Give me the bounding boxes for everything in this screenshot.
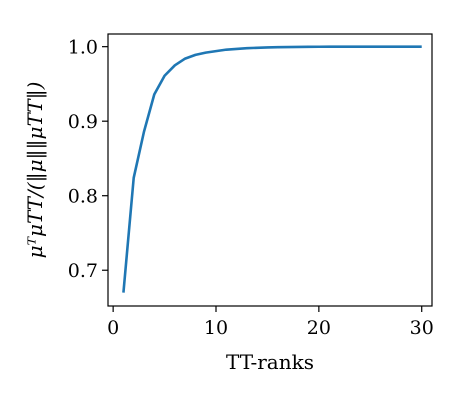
axes-frame <box>107 33 433 307</box>
x-tick-label: 0 <box>107 317 119 339</box>
y-axis: 0.7 0.8 0.9 1.0 <box>68 37 108 282</box>
x-axis: 0 10 20 30 <box>107 306 434 339</box>
y-axis-label: μᵀμTT/(‖μ‖‖μTT‖) <box>23 82 48 259</box>
series-line-0 <box>122 45 422 293</box>
x-axis-label: TT-ranks <box>226 350 314 374</box>
y-tick-label: 0.8 <box>68 186 98 208</box>
y-tick-label: 1.0 <box>68 37 98 59</box>
plot-area <box>122 45 422 293</box>
x-tick-label: 30 <box>410 317 434 339</box>
x-tick-label: 10 <box>204 317 228 339</box>
y-tick-label: 0.7 <box>68 260 98 282</box>
x-tick-label: 20 <box>307 317 331 339</box>
y-tick-label: 0.9 <box>68 111 98 133</box>
